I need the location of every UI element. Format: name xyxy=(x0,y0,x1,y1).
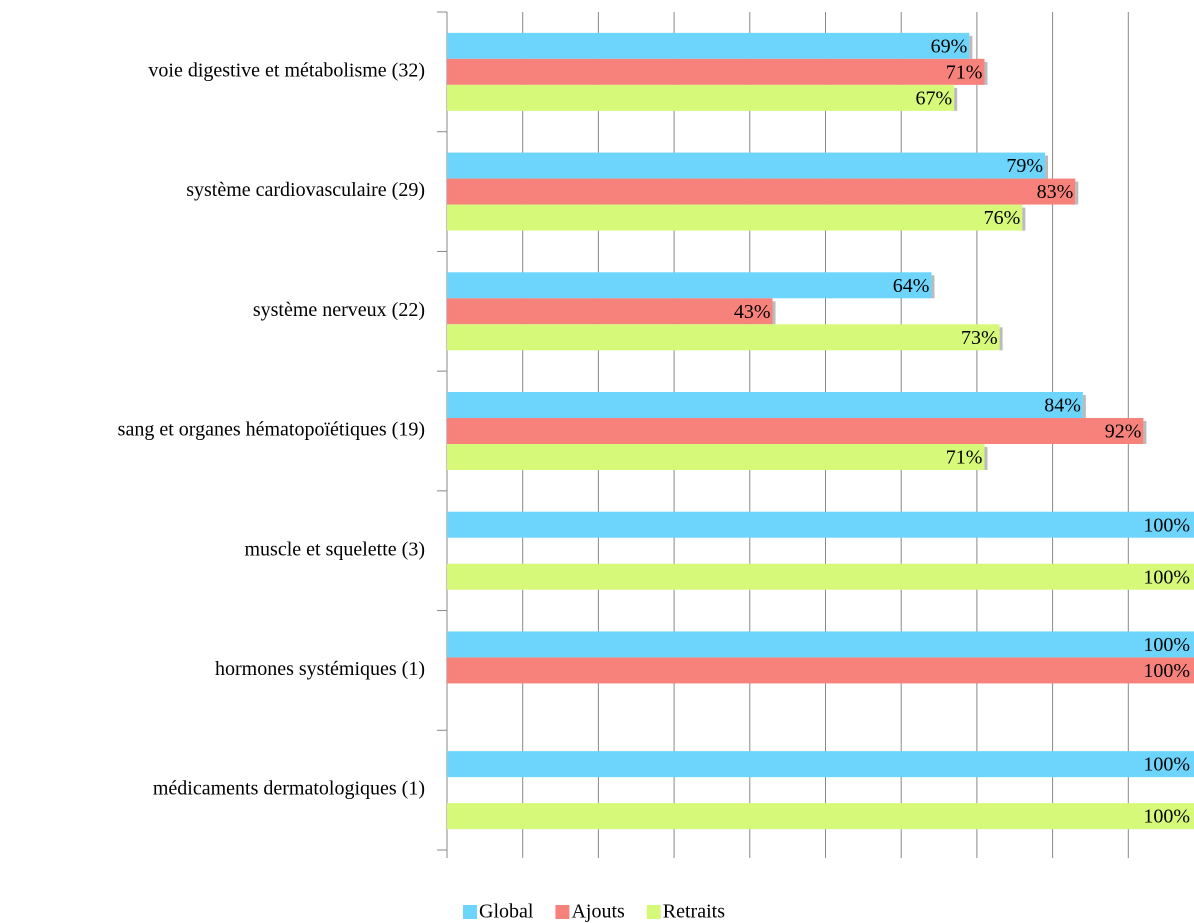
y-tick-label: hormones systémiques (1) xyxy=(215,658,425,680)
data-label: 76% xyxy=(984,207,1021,229)
bar xyxy=(447,392,1083,418)
y-tick-label: sang et organes hématopoïétiques (19) xyxy=(118,419,425,441)
legend-label: Ajouts xyxy=(571,901,625,923)
bar xyxy=(447,803,1194,830)
bar-shadow xyxy=(969,35,973,59)
legend-label: Retraits xyxy=(663,901,725,923)
data-label: 83% xyxy=(1037,181,1074,203)
data-label: 71% xyxy=(946,447,983,469)
bar xyxy=(447,58,985,85)
bar-shadow xyxy=(984,447,988,470)
bar xyxy=(447,631,1194,658)
bar xyxy=(447,563,1194,590)
bar-shadow xyxy=(984,61,988,85)
bar-shadow xyxy=(1082,395,1086,418)
bar xyxy=(447,751,1194,778)
data-label: 69% xyxy=(931,35,968,57)
y-tick-label: système cardiovasculaire (29) xyxy=(186,179,425,201)
data-label: 100% xyxy=(1143,514,1190,536)
data-label: 67% xyxy=(916,87,953,109)
data-label: 64% xyxy=(893,275,930,297)
bar xyxy=(447,272,932,299)
y-tick-label: système nerveux (22) xyxy=(253,299,425,321)
bar-shadow xyxy=(1045,155,1049,179)
bar-shadow xyxy=(1022,207,1026,231)
y-tick-label: voie digestive et métabolisme (32) xyxy=(148,59,425,81)
data-label: 43% xyxy=(734,301,771,323)
bar xyxy=(447,204,1023,231)
data-label: 100% xyxy=(1143,634,1190,656)
data-label: 73% xyxy=(961,327,998,349)
bar-shadow xyxy=(954,87,958,111)
bar xyxy=(447,324,1000,351)
data-label: 100% xyxy=(1143,806,1190,828)
data-label: 79% xyxy=(1006,155,1043,177)
bar xyxy=(447,444,985,470)
legend-label: Global xyxy=(479,901,534,923)
data-label: 100% xyxy=(1143,566,1190,588)
bar xyxy=(447,32,970,59)
y-tick-label: médicaments dermatologiques (1) xyxy=(153,778,425,800)
bar xyxy=(447,511,1194,538)
bar-shadow xyxy=(1075,181,1079,205)
data-label: 71% xyxy=(946,61,983,83)
bar xyxy=(447,178,1076,205)
legend-swatch xyxy=(463,905,477,919)
bar-shadow xyxy=(772,301,776,325)
bar-shadow xyxy=(931,275,935,299)
bar-shadow xyxy=(999,327,1003,351)
data-label: 84% xyxy=(1044,395,1081,417)
bar xyxy=(447,657,1194,684)
bar xyxy=(447,152,1046,179)
legend-swatch xyxy=(646,905,661,919)
bar xyxy=(447,298,773,325)
bar-shadow xyxy=(1143,421,1147,444)
data-label: 100% xyxy=(1143,754,1190,776)
data-label: 92% xyxy=(1105,421,1142,443)
data-label: 100% xyxy=(1143,660,1190,682)
y-tick-label: muscle et squelette (3) xyxy=(245,538,426,560)
legend-swatch xyxy=(555,905,570,919)
bar xyxy=(447,84,955,111)
bar xyxy=(447,418,1144,444)
